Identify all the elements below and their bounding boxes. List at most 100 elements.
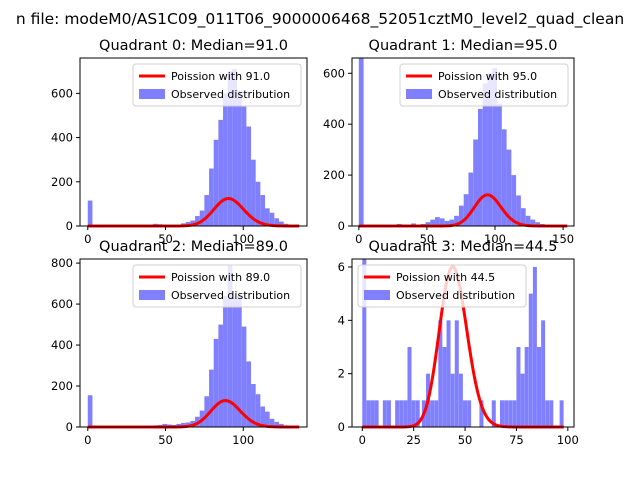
histogram-bar [260, 406, 266, 427]
subplot-title: Quadrant 1: Median=95.0 [369, 38, 558, 54]
histogram-bar [227, 71, 233, 227]
legend-label-poisson: Poission with 44.5 [396, 271, 495, 284]
histogram-bar [190, 220, 196, 226]
histogram-bar [195, 216, 200, 226]
y-tick-label: 6 [338, 260, 345, 274]
histogram-bar [446, 320, 451, 427]
histogram-bar [407, 347, 412, 427]
subplot-quadrant-2: 0 50 100 0 200 400 600 800 Quadrant 2: Median=89… [51, 239, 308, 447]
x-tick-label: 0 [84, 433, 91, 447]
histogram-bar [487, 73, 493, 226]
histogram-bar [241, 106, 247, 226]
histogram-bar [185, 222, 191, 226]
histogram-bar [434, 400, 439, 427]
x-tick-label: 100 [232, 232, 254, 246]
histogram-bar [403, 400, 408, 427]
legend-label-observed: Observed distribution [171, 88, 290, 101]
histogram-bar [223, 295, 228, 427]
histogram-bar [213, 139, 219, 226]
legend-label-observed: Observed distribution [171, 289, 290, 302]
y-tick-label: 200 [51, 379, 73, 393]
histogram-bar [492, 68, 498, 226]
histogram-bar [482, 83, 488, 226]
y-tick-label: 400 [51, 338, 73, 352]
histogram-bar [399, 400, 404, 427]
legend-label-observed: Observed distribution [396, 289, 515, 302]
histogram-bar [477, 108, 483, 226]
y-tick-label: 0 [338, 420, 345, 434]
legend: Poission with 91.0 Observed distribution [132, 63, 302, 107]
histogram-bar [370, 400, 375, 427]
histogram-bar [545, 400, 550, 427]
histogram-bar [411, 400, 416, 427]
histogram-bar [449, 219, 455, 226]
histogram-bar [260, 195, 266, 226]
histogram-bar [209, 168, 214, 226]
histogram-bar [232, 69, 238, 226]
histogram-bar [497, 103, 502, 226]
histogram-bar [463, 194, 469, 226]
histogram-bar [204, 396, 210, 427]
subplot-quadrant-3: 0 25 50 75 100 0 2 4 6 Quadrant 3: Median=44.5 Poi… [338, 239, 579, 447]
histogram-bar [218, 119, 224, 226]
legend: Poission with 89.0 Observed distribution [132, 264, 302, 308]
histogram-bar [265, 208, 270, 226]
histogram-bar [438, 320, 443, 427]
histogram-bar [463, 400, 468, 427]
legend-patch-swatch [406, 89, 432, 99]
subplot-title: Quadrant 0: Median=91.0 [99, 38, 288, 54]
histogram-bar [87, 200, 93, 226]
histogram-bar [251, 159, 256, 226]
histogram-bar [386, 400, 391, 427]
x-tick-label: 50 [458, 433, 473, 447]
histogram-bar [162, 423, 168, 427]
histogram-bar [468, 172, 474, 226]
figure-suptitle: n file: modeM0/AS1C09_011T06_9000006468_… [16, 10, 624, 29]
legend-label-poisson: Poission with 89.0 [171, 271, 270, 284]
histogram-bar [382, 400, 387, 427]
histogram-bar [516, 195, 521, 226]
histogram-bar [237, 295, 242, 427]
legend-box [357, 264, 527, 308]
histogram-bar [279, 221, 284, 226]
histogram-bar [532, 267, 537, 427]
legend: Poission with 95.0 Observed distribution [399, 63, 569, 107]
histogram-bar [501, 129, 507, 226]
histogram-bar [524, 347, 529, 427]
x-tick-label: 25 [406, 433, 421, 447]
histogram-bar [255, 394, 261, 427]
histogram-bar [537, 347, 542, 427]
histogram-bar [251, 383, 256, 427]
y-tick-label: 200 [51, 175, 73, 189]
histogram-bar [491, 400, 496, 427]
histogram-bar [442, 347, 447, 427]
axes-frame [351, 258, 575, 428]
histogram-bar [549, 400, 554, 427]
legend-patch-swatch [139, 89, 165, 99]
histogram-bar [450, 373, 455, 427]
x-tick-label: 0 [359, 433, 366, 447]
histogram-bar [181, 422, 186, 427]
legend-box [399, 63, 569, 107]
subplot-quadrant-1: 0 50 100 150 0 200 400 600 Quadrant 1: Median=95… [323, 38, 575, 246]
subplot-title: Quadrant 3: Median=44.5 [369, 239, 558, 255]
x-tick-label: 50 [158, 433, 173, 447]
y-tick-label: 0 [66, 420, 73, 434]
legend-box [132, 264, 302, 308]
histogram-bar [274, 218, 280, 226]
histogram-bar [511, 175, 517, 226]
histogram-bar [204, 195, 210, 226]
histogram-bar [454, 215, 459, 226]
histogram-bar [223, 93, 228, 226]
legend-box [132, 63, 302, 107]
histogram-bar [467, 400, 472, 427]
axes-frame [79, 57, 308, 227]
histogram-bar [358, 58, 364, 226]
histogram-bar [528, 293, 533, 427]
histogram-bar [520, 208, 526, 226]
axes-frame [79, 258, 308, 428]
histogram-bar [209, 369, 214, 427]
histogram-bar [213, 338, 219, 427]
histogram-bar [374, 400, 379, 427]
